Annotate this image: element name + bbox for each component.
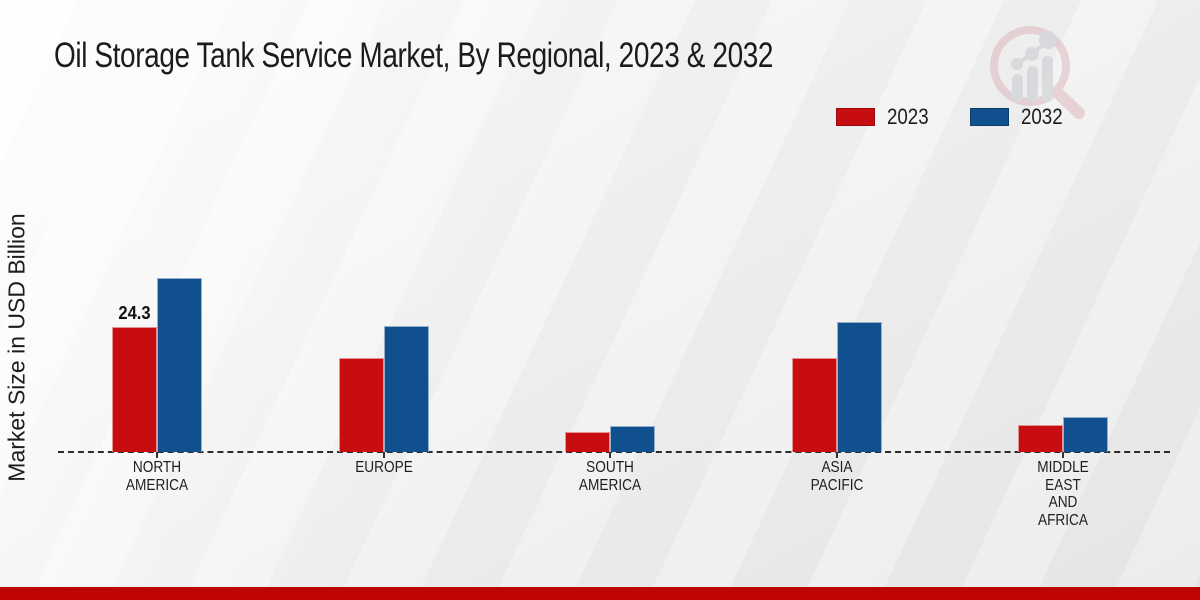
category-label-south-america: SOUTH AMERICA	[578, 459, 642, 494]
x-axis-tick	[835, 452, 838, 458]
category-label-europe: EUROPE	[354, 459, 413, 476]
bar-2023-north-america	[112, 327, 157, 452]
bar-2032-middle-east-and-africa	[1063, 417, 1108, 452]
bar-2032-asia-pacific	[836, 322, 882, 452]
legend: 2023 2032	[836, 104, 1070, 130]
legend-label-2032: 2032	[1020, 104, 1063, 129]
legend-swatch-2023	[836, 108, 875, 126]
bar-2032-north-america	[157, 278, 202, 452]
footer-accent-bar	[0, 587, 1200, 600]
bar-2032-europe	[383, 326, 429, 452]
legend-label-2023: 2023	[887, 104, 929, 129]
chart-title: Oil Storage Tank Service Market, By Regi…	[54, 36, 774, 75]
magnifier-chart-logo-icon	[990, 26, 1085, 119]
legend-swatch-2032	[969, 108, 1009, 126]
value-label-24.3: 24.3	[118, 303, 151, 323]
x-axis-tick	[1062, 452, 1064, 458]
category-label-asia-pacific: ASIA PACIFIC	[810, 459, 863, 494]
bar-2023-europe	[338, 358, 384, 452]
bar-2032-south-america	[610, 426, 655, 452]
x-axis-tick	[382, 452, 385, 458]
bar-2023-south-america	[565, 432, 610, 452]
category-label-north-america: NORTH AMERICA	[125, 459, 189, 494]
x-axis-baseline	[58, 451, 1170, 453]
bar-2023-middle-east-and-africa	[1018, 425, 1063, 452]
x-axis-tick	[609, 452, 611, 458]
category-label-middle-east-and-africa: MIDDLE EAST AND AFRICA	[1037, 459, 1089, 529]
legend-item-2032: 2032	[969, 104, 1070, 130]
bar-2023-asia-pacific	[791, 358, 837, 452]
legend-item-2023: 2023	[836, 104, 936, 130]
x-axis-tick	[156, 452, 158, 458]
